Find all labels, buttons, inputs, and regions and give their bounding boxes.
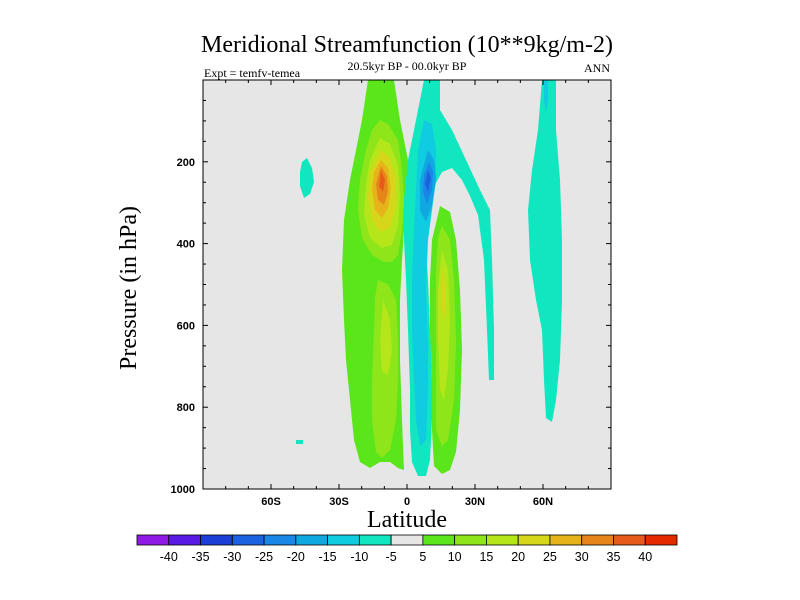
nh-positive-level-20 (441, 266, 446, 320)
colorbar-label: 35 (607, 550, 621, 564)
colorbar-swatch (136, 534, 170, 546)
colorbar-swatch (168, 534, 201, 546)
colorbar-label: 5 (419, 550, 426, 564)
sh-positive-peak (379, 170, 385, 192)
colorbar-swatch (200, 534, 233, 546)
colorbar-label: 15 (479, 550, 493, 564)
x-tick-label: 60S (261, 496, 281, 508)
x-tick-label: 30N (465, 496, 485, 508)
colorbar: -40 -35 -30 -25 -20 -15 -10 -5 5 10 15 20 25 30 35 40 (136, 534, 678, 564)
eq-negative-peak (425, 170, 431, 192)
colorbar-swatch (454, 534, 487, 546)
colorbar-swatch (486, 534, 519, 546)
colorbar-swatch (581, 534, 614, 546)
colorbar-label: 40 (638, 550, 652, 564)
y-axis-label: Pressure (in hPa) (116, 206, 142, 370)
y-tick-label: 400 (177, 239, 195, 251)
chart-title: Meridional Streamfunction (10**9kg/m-2) (201, 32, 613, 58)
y-axis: 200 400 600 800 1000 (171, 79, 611, 496)
colorbar-label: -20 (287, 550, 305, 564)
colorbar-swatch (358, 534, 392, 546)
colorbar-swatch (517, 534, 551, 546)
x-tick-label: 0 (404, 496, 410, 508)
colorbar-swatch (327, 534, 360, 546)
colorbar-swatch (422, 534, 456, 546)
sh-small-positive-cell (300, 158, 314, 198)
colorbar-swatch (295, 534, 328, 546)
colorbar-label: 20 (511, 550, 525, 564)
colorbar-label: -40 (160, 550, 178, 564)
sh-lower-level-15 (380, 300, 392, 375)
colorbar-swatch (263, 534, 297, 546)
colorbar-label: -10 (350, 550, 368, 564)
x-axis-label: Latitude (367, 507, 447, 533)
colorbar-label: 10 (448, 550, 462, 564)
colorbar-swatch (549, 534, 583, 546)
x-axis: 60S 30S 0 30N 60N (202, 80, 612, 508)
nh-negative-band-core (544, 80, 548, 112)
contour-fields (296, 80, 562, 476)
colorbar-label: -5 (386, 550, 397, 564)
chart-subtitle: 20.5kyr BP - 00.0kyr BP (348, 59, 467, 73)
x-tick-label: 30S (329, 496, 349, 508)
colorbar-swatch (644, 534, 678, 546)
colorbar-label: 30 (575, 550, 589, 564)
y-tick-label: 800 (177, 402, 195, 414)
experiment-label: Expt = temfv-temea (204, 66, 301, 80)
colorbar-label: -35 (191, 550, 209, 564)
y-tick-label: 200 (177, 157, 195, 169)
sh-tiny-positive-cell (296, 440, 303, 444)
x-tick-label: 60N (533, 496, 553, 508)
season-label: ANN (584, 61, 610, 75)
colorbar-swatch (613, 534, 646, 546)
colorbar-swatch (390, 534, 424, 546)
nh-negative-band (528, 80, 562, 422)
y-tick-label: 1000 (171, 484, 195, 496)
colorbar-swatch (231, 534, 265, 546)
colorbar-label: -15 (319, 550, 337, 564)
colorbar-label: -30 (223, 550, 241, 564)
colorbar-label: -25 (255, 550, 273, 564)
y-tick-label: 600 (177, 320, 195, 332)
colorbar-label: 25 (543, 550, 557, 564)
